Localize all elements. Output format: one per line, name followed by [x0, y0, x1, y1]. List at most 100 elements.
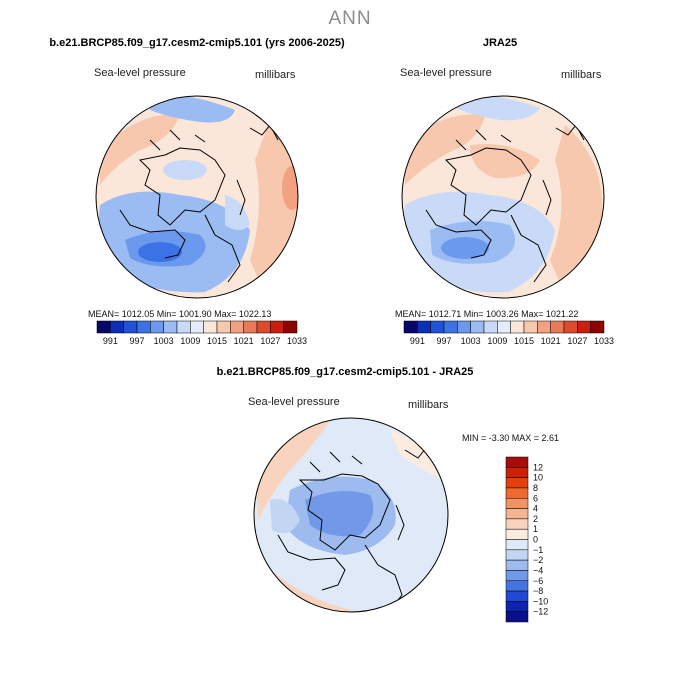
colorbar-3-tick-label: 1	[533, 524, 538, 534]
colorbar-3-swatch	[505, 590, 529, 602]
colorbar-2-swatch	[443, 320, 458, 334]
colorbar-2-swatch	[403, 320, 418, 334]
colorbar-3-tick-label: 0	[533, 535, 538, 545]
colorbar-2-swatch	[537, 320, 551, 334]
map-1-border	[95, 95, 299, 299]
colorbar-2-swatch	[430, 320, 445, 334]
colorbar-1-tick-label: 1009	[180, 336, 200, 346]
colorbar-1-tick-label: 991	[103, 336, 118, 346]
colorbar-1-swatch	[123, 320, 138, 334]
colorbar-2-tick-label: 997	[436, 336, 451, 346]
colorbar-1-swatch	[136, 320, 151, 334]
map-panel-1	[96, 96, 298, 298]
colorbar-3-swatch	[505, 601, 529, 612]
colorbar-2-swatch	[523, 320, 538, 334]
panel-3-variable-label: Sea-level pressure	[248, 396, 340, 408]
colorbar-1-tick-label: 997	[129, 336, 144, 346]
colorbar-3-swatch	[505, 549, 529, 561]
colorbar-3-tick-label: 8	[533, 483, 538, 493]
colorbar-1-swatch	[150, 320, 164, 334]
colorbar-1-swatch	[216, 320, 231, 334]
colorbar-1-swatch	[176, 320, 191, 334]
panel-3-stats: MIN = -3.30 MAX = 2.61	[462, 433, 560, 443]
panel-1-variable-label: Sea-level pressure	[94, 67, 186, 79]
colorbar-1-tick-label: 1027	[260, 336, 280, 346]
colorbar-1-swatch	[243, 320, 258, 334]
colorbar-2-swatch	[510, 320, 525, 334]
page-title: ANN	[328, 8, 372, 29]
colorbar-2-swatch	[577, 320, 591, 334]
colorbar-3-tick-label: −6	[533, 576, 543, 586]
colorbar-2-tick-label: 1021	[541, 336, 561, 346]
colorbar-2-tick-label: 1003	[461, 336, 481, 346]
panel-3-units-label: millibars	[408, 399, 449, 411]
colorbar-1-swatch	[256, 320, 271, 334]
colorbar-1-tick-label: 1033	[287, 336, 307, 346]
colorbar-1-swatch	[230, 320, 244, 334]
colorbar-2-swatch	[417, 320, 431, 334]
colorbar-3-tick-label: −2	[533, 555, 543, 565]
colorbar-1-swatch	[163, 320, 178, 334]
colorbar-1-swatch	[96, 320, 111, 334]
colorbar-3-swatch	[505, 539, 529, 551]
colorbar-3-tick-label: 10	[533, 473, 543, 483]
colorbar-3-swatch	[505, 580, 529, 592]
map-panel-3	[254, 418, 448, 612]
map-3-border	[253, 417, 449, 613]
colorbar-1-swatch	[110, 320, 124, 334]
colorbar-2-tick-label: 991	[410, 336, 425, 346]
colorbar-1-tick-label: 1003	[154, 336, 174, 346]
panel-1-stats: MEAN= 1012.05 Min= 1001.90 Max= 1022.13	[88, 309, 272, 319]
colorbar-3-tick-label: 12	[533, 462, 543, 472]
colorbar-2-tick-label: 1015	[514, 336, 534, 346]
panel-2-stats: MEAN= 1012.71 Min= 1003.26 Max= 1021.22	[395, 309, 579, 319]
colorbar-3-tick-label: −10	[533, 596, 548, 606]
colorbar-3-tick-label: 2	[533, 514, 538, 524]
panel-1-title: b.e21.BRCP85.f09_g17.cesm2-cmip5.101 (yr…	[49, 37, 345, 49]
colorbar-3-tick-label: −8	[533, 586, 543, 596]
colorbar-2: 991 997 1003 1009 1015 1021 1027 1033	[403, 320, 614, 346]
colorbar-2-swatch	[497, 320, 511, 334]
panel-3-title: b.e21.BRCP85.f09_g17.cesm2-cmip5.101 - J…	[216, 366, 474, 378]
colorbar-1-swatch	[270, 320, 284, 334]
colorbar-1-swatch	[190, 320, 204, 334]
panel-2-variable-label: Sea-level pressure	[400, 67, 492, 79]
panel-1-units-label: millibars	[255, 69, 296, 81]
colorbar-3-swatch	[505, 487, 529, 499]
colorbar-3-swatch	[505, 611, 529, 623]
map-2-border	[401, 95, 605, 299]
colorbar-3-tick-label: −12	[533, 607, 548, 617]
colorbar-3-tick-label: −1	[533, 545, 543, 555]
colorbar-2-swatch	[550, 320, 565, 334]
colorbar-3-swatch	[505, 498, 529, 509]
colorbar-1-swatch	[203, 320, 218, 334]
colorbar-2-swatch	[483, 320, 498, 334]
colorbar-2-swatch	[470, 320, 485, 334]
colorbar-2-swatch	[457, 320, 471, 334]
colorbar-3-swatch	[505, 518, 529, 530]
colorbar-3-swatch	[505, 456, 529, 468]
panel-2-title: JRA25	[482, 37, 518, 49]
colorbar-2-tick-label: 1033	[594, 336, 614, 346]
colorbar-2-swatch	[563, 320, 578, 334]
colorbar-3-swatch	[505, 528, 529, 540]
colorbar-1-tick-label: 1015	[207, 336, 227, 346]
colorbar-2-tick-label: 1027	[567, 336, 587, 346]
colorbar-3-swatch	[505, 559, 529, 571]
colorbar-3-tick-label: −4	[533, 565, 543, 575]
colorbar-3-tick-label: 4	[533, 504, 538, 514]
map-panel-2	[402, 96, 604, 298]
colorbar-1-tick-label: 1021	[234, 336, 254, 346]
colorbar-1-swatch	[283, 320, 298, 334]
panel-2-units-label: millibars	[561, 69, 602, 81]
colorbar-3-swatch	[505, 477, 529, 489]
colorbar-3-tick-label: 6	[533, 493, 538, 503]
colorbar-3-swatch	[505, 570, 529, 581]
colorbar-2-tick-label: 1009	[487, 336, 507, 346]
colorbar-1: 991 997 1003 1009 1015 1021 1027 1033	[96, 320, 307, 346]
colorbar-2-swatch	[590, 320, 605, 334]
colorbar-3-swatch	[505, 508, 529, 520]
colorbar-3-swatch	[505, 467, 529, 478]
